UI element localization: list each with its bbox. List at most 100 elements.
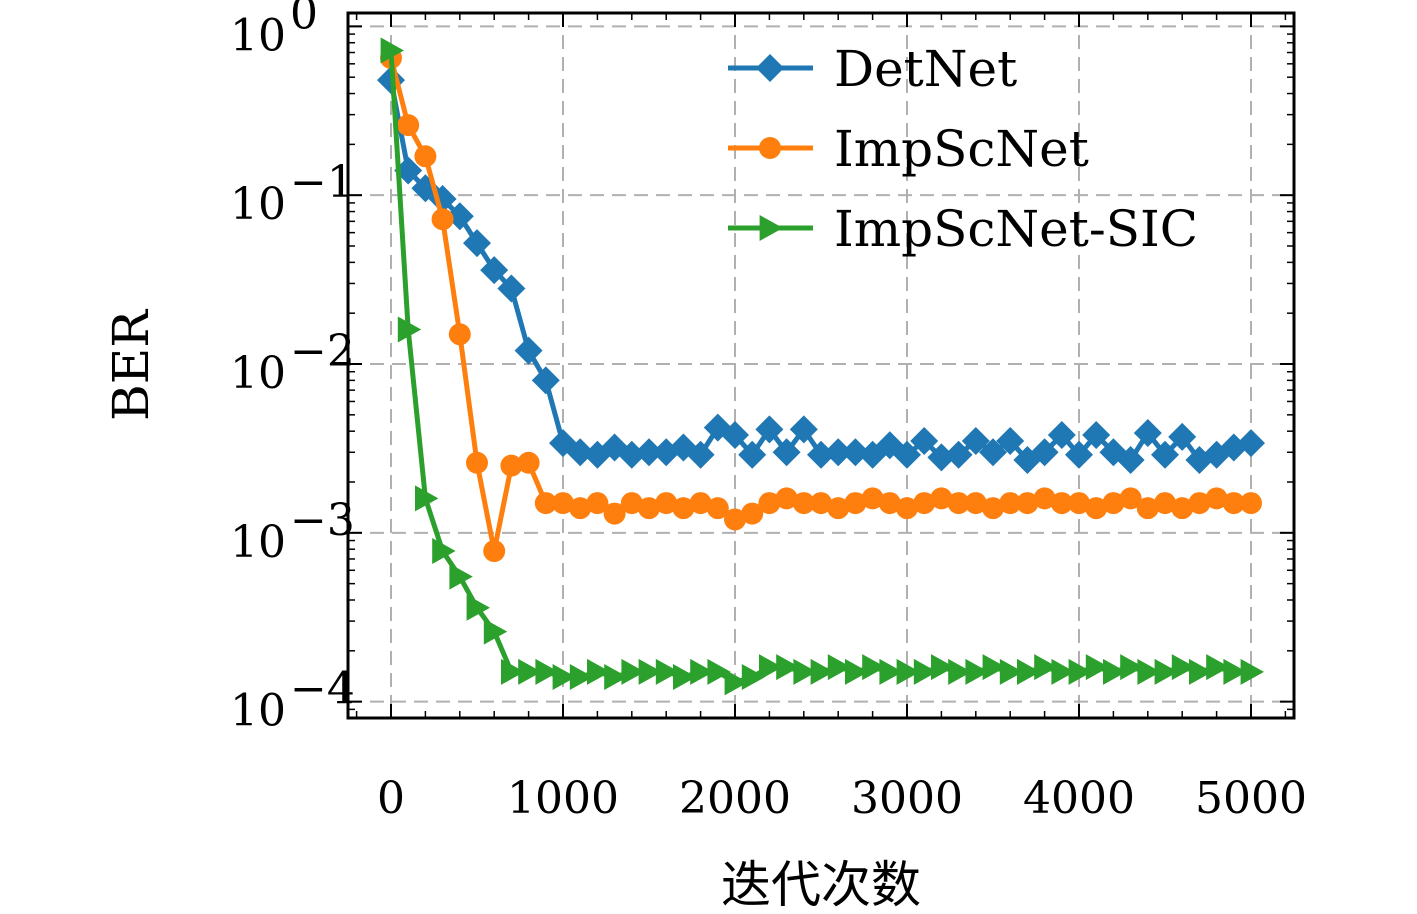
data-point: [432, 538, 456, 565]
data-point: [635, 438, 663, 467]
data-point: [1206, 654, 1230, 681]
legend-label: ImpScNet: [834, 120, 1089, 178]
data-point: [552, 492, 574, 515]
data-point: [893, 440, 921, 469]
legend-marker: [759, 215, 783, 241]
x-tick-label: 3000: [851, 773, 963, 824]
x-tick-label: 5000: [1195, 773, 1307, 824]
data-point: [931, 654, 955, 681]
legend-marker: [756, 54, 784, 82]
series-line: [388, 57, 1251, 554]
data-point: [1237, 429, 1265, 458]
data-point: [621, 658, 645, 685]
data-point: [896, 658, 920, 685]
data-point: [1082, 420, 1111, 449]
x-tick-label: 1000: [507, 773, 619, 824]
data-point: [448, 323, 471, 346]
data-point: [758, 492, 781, 515]
data-point: [827, 654, 852, 681]
data-point: [569, 663, 594, 690]
data-point: [1085, 654, 1110, 681]
data-point: [655, 492, 678, 515]
data-point: [569, 497, 592, 520]
data-point: [1171, 654, 1196, 681]
data-point: [724, 669, 748, 696]
data-point: [775, 487, 798, 510]
data-point: [1065, 440, 1093, 469]
y-tick-exponent: −4: [290, 664, 355, 715]
data-point: [738, 440, 767, 469]
data-point: [1102, 492, 1125, 515]
data-point: [1133, 419, 1162, 448]
data-point: [1051, 658, 1075, 685]
data-point: [1171, 497, 1194, 520]
data-point: [586, 492, 609, 515]
data-point: [999, 658, 1024, 685]
data-point: [706, 497, 729, 520]
y-tick-label: 10: [230, 686, 286, 737]
grid: [348, 13, 1294, 718]
series-layer: [377, 37, 1265, 696]
data-point: [1137, 658, 1161, 685]
x-axis-title: 迭代次数: [721, 856, 921, 914]
data-point: [587, 658, 611, 685]
series-line: [388, 79, 1252, 463]
data-point: [463, 229, 491, 258]
data-point: [1119, 487, 1142, 510]
data-point: [1223, 658, 1247, 685]
data-point: [1205, 487, 1228, 510]
data-point: [1103, 658, 1127, 685]
data-point: [1120, 654, 1144, 681]
data-point: [1068, 492, 1090, 515]
data-point: [500, 454, 523, 477]
data-point: [721, 420, 749, 449]
y-tick-label: 10: [230, 348, 286, 399]
data-point: [1151, 440, 1179, 469]
data-point: [566, 438, 595, 467]
data-point: [531, 366, 560, 395]
y-tick-label: 10: [230, 179, 286, 230]
legend-label: DetNet: [834, 40, 1017, 98]
data-point: [517, 451, 540, 474]
x-tick-label: 4000: [1023, 773, 1135, 824]
data-point: [759, 654, 783, 681]
series-detnet: [377, 66, 1265, 474]
data-point: [431, 208, 454, 231]
data-point: [845, 658, 869, 685]
legend: DetNet ImpScNet ImpScNet-SIC: [728, 40, 1198, 258]
data-point: [689, 492, 712, 515]
data-point: [1168, 422, 1197, 451]
data-point: [1017, 658, 1041, 685]
y-tick-exponent: −3: [290, 495, 355, 546]
data-point: [483, 618, 508, 645]
data-point: [690, 658, 714, 685]
ticks: [348, 13, 1294, 719]
data-point: [793, 658, 817, 685]
data-point: [552, 663, 576, 690]
data-point: [415, 485, 439, 512]
y-tick-exponent: −1: [290, 157, 355, 208]
data-point: [944, 440, 973, 469]
data-point: [827, 497, 850, 520]
data-point: [996, 426, 1025, 455]
series-line: [388, 50, 1251, 685]
data-point: [1222, 492, 1245, 515]
data-point: [1136, 497, 1159, 520]
plot-frame: [346, 11, 1296, 720]
data-point: [772, 438, 801, 467]
data-point: [1154, 492, 1176, 515]
data-point: [655, 658, 680, 685]
data-point: [397, 316, 422, 343]
y-tick-exponent: −2: [290, 326, 355, 377]
data-point: [982, 497, 1004, 520]
data-point: [961, 426, 990, 455]
data-point: [1047, 420, 1076, 449]
data-point: [913, 658, 938, 685]
data-point: [1033, 487, 1056, 510]
data-point: [672, 497, 695, 520]
data-point: [501, 658, 525, 685]
data-point: [397, 114, 420, 137]
data-point: [910, 426, 939, 455]
